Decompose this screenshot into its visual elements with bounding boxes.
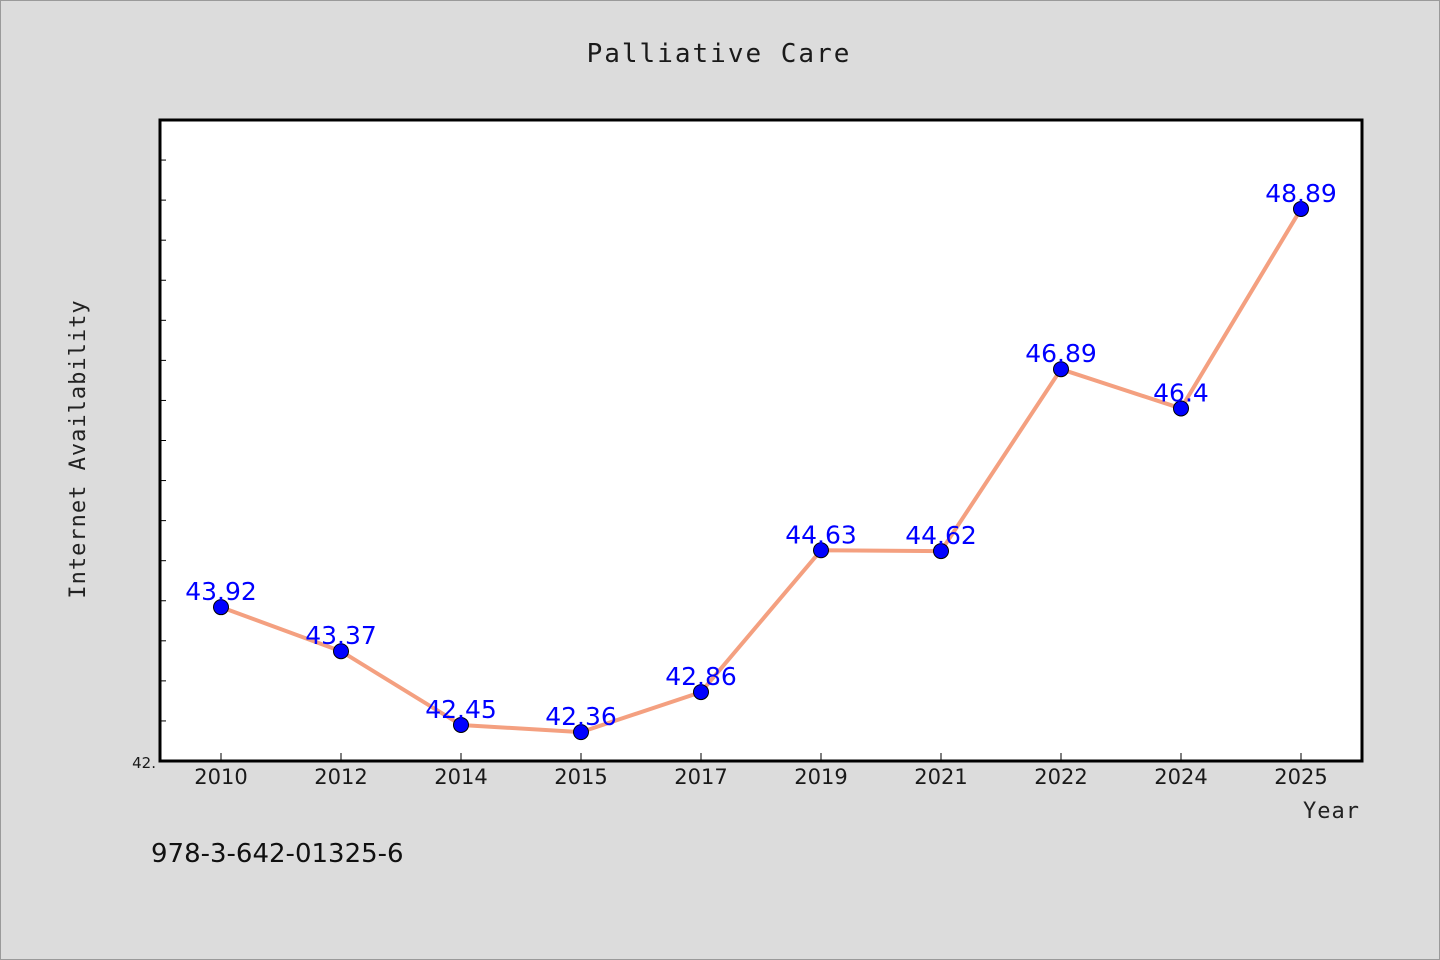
x-tick-label: 2015: [554, 765, 607, 789]
x-axis-label: Year: [1303, 799, 1360, 824]
data-point-marker: [813, 542, 829, 559]
x-tick-label: 2022: [1034, 765, 1087, 789]
data-point-marker: [1173, 400, 1189, 417]
data-label: 42.45: [425, 695, 497, 724]
data-label: 44.62: [905, 521, 977, 550]
data-label: 46.4: [1153, 378, 1209, 407]
data-label: 48.89: [1265, 179, 1337, 208]
plot-area: [158, 118, 1364, 763]
x-tick-label: 2012: [314, 765, 367, 789]
data-point-marker: [213, 599, 229, 616]
data-label: 42.86: [665, 662, 737, 691]
data-label: 44.63: [785, 520, 857, 549]
data-point-marker: [1053, 361, 1069, 378]
y-tick-label: 42.: [132, 754, 156, 772]
data-point-marker: [933, 543, 949, 560]
footnote-isbn: 978-3-642-01325-6: [151, 839, 404, 869]
chart-title: Palliative Care: [587, 39, 852, 69]
data-point-marker: [333, 643, 349, 660]
y-axis-label: Internet Availability: [66, 299, 91, 598]
data-label: 43.37: [305, 621, 377, 650]
data-label: 43.92: [185, 577, 257, 606]
data-point-marker: [453, 716, 469, 733]
data-point-marker: [693, 684, 709, 701]
x-axis-ticks: 2010 2012 2014 2015 2017 2019 2021 2022 2024 2025: [194, 753, 1328, 789]
x-tick-label: 2025: [1274, 765, 1327, 789]
series-line: [220, 207, 1303, 735]
y-axis-ticks: [160, 119, 166, 762]
data-label: 42.36: [545, 702, 617, 731]
data-point-marker: [1293, 200, 1309, 217]
data-label: 46.89: [1025, 339, 1097, 368]
x-tick-label: 2019: [794, 765, 847, 789]
x-tick-label: 2021: [914, 765, 967, 789]
series-layer: 43.92 43.37 42.45 42.36 42.86 44.63 44.62 46.89…: [185, 179, 1337, 741]
x-tick-label: 2017: [674, 765, 727, 789]
x-tick-label: 2014: [434, 765, 487, 789]
data-point-marker: [573, 724, 589, 741]
x-tick-label: 2010: [194, 765, 247, 789]
x-tick-label: 2024: [1154, 765, 1207, 789]
